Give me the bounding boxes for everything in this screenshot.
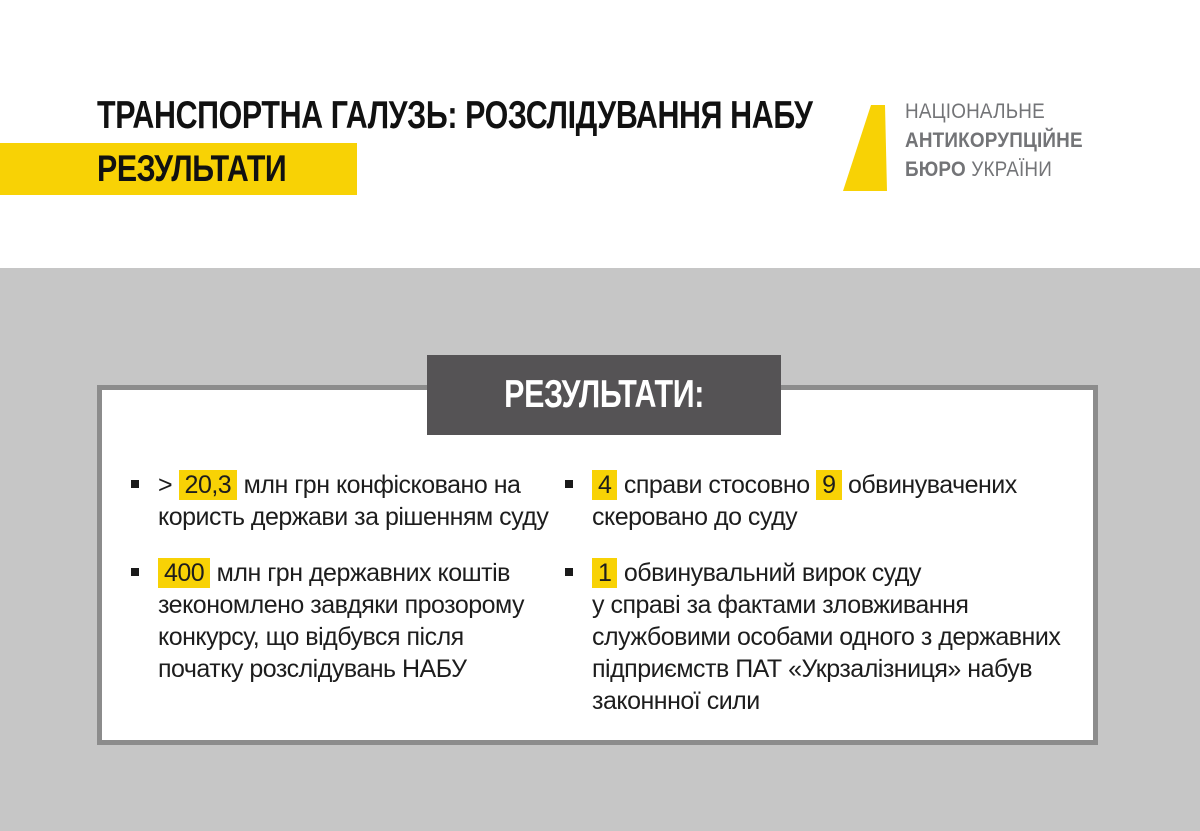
bullet-square-icon [131,568,139,576]
bullet-square-icon [565,568,573,576]
highlighted-value: 4 [592,470,618,500]
highlighted-value: 20,3 [178,470,238,500]
logo-line-anticorruption: АНТИКОРУПЦІЙНЕ [905,129,1083,152]
logo-line-bureau-bold: БЮРО [905,158,966,181]
header-section: ТРАНСПОРТНА ГАЛУЗЬ: РОЗСЛІДУВАННЯ НАБУ Р… [0,0,1200,268]
bullet-text: 400 млн грн державних коштів зекономлено… [158,558,525,683]
results-header-box: РЕЗУЛЬТАТИ: [427,355,781,435]
content-section: РЕЗУЛЬТАТИ: > 20,3 млн грн конфісковано … [0,268,1200,831]
list-item: 4 справи стосовно 9 обвинувачених скеров… [565,469,1089,533]
logo-line-bureau-regular: УКРАЇНИ [971,158,1053,181]
highlighted-value: 400 [158,558,211,588]
list-item: 1 обвинувальний вирок суду у справі за ф… [565,557,1089,717]
results-header-title: РЕЗУЛЬТАТИ: [504,373,704,416]
bullet-text: > 20,3 млн грн конфісковано на користь д… [158,470,549,531]
results-column-left: > 20,3 млн грн конфісковано на користь д… [131,469,571,709]
logo-line-national: НАЦІОНАЛЬНЕ [905,100,1045,123]
logo-line-bureau: БЮРО УКРАЇНИ [905,155,1083,184]
page-title: ТРАНСПОРТНА ГАЛУЗЬ: РОЗСЛІДУВАННЯ НАБУ [97,94,813,137]
bullet-square-icon [131,480,139,488]
subtitle-highlight-band: РЕЗУЛЬТАТИ [0,143,357,195]
nabu-logo-mark-icon [843,105,887,191]
bullet-square-icon [565,480,573,488]
highlighted-value: 9 [816,470,842,500]
bullet-text: 4 справи стосовно 9 обвинувачених скеров… [592,470,1017,531]
list-item: > 20,3 млн грн конфісковано на користь д… [131,469,571,533]
bullet-text: 1 обвинувальний вирок суду у справі за ф… [592,558,1061,715]
list-item: 400 млн грн державних коштів зекономлено… [131,557,571,685]
results-column-right: 4 справи стосовно 9 обвинувачених скеров… [565,469,1089,741]
highlighted-value: 1 [592,558,618,588]
nabu-logo-text: НАЦІОНАЛЬНЕ АНТИКОРУПЦІЙНЕ БЮРО УКРАЇНИ [905,97,1083,184]
subtitle-text: РЕЗУЛЬТАТИ [97,148,287,189]
